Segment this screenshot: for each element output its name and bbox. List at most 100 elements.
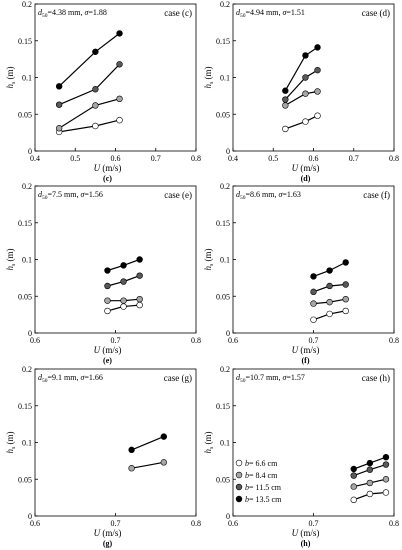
panel-annotation: d50=8.6 mm, σ=1.63 xyxy=(236,190,301,201)
data-point xyxy=(314,44,321,51)
data-point xyxy=(104,282,111,290)
series-line xyxy=(58,63,120,106)
data-point xyxy=(350,483,357,490)
y-tick-label: 0.05 xyxy=(18,110,32,119)
data-point xyxy=(128,465,135,472)
data-point xyxy=(310,273,317,280)
panel-caption: (e) xyxy=(103,356,112,365)
chart-panel-c: 0.4 0.5 0.6 0.7 0.8 0 0.05 0.1 0.15 0.2 U (m/s) hs … xyxy=(5,0,201,183)
y-axis-label: hs (m) xyxy=(5,431,17,453)
data-point xyxy=(342,307,349,315)
data-point xyxy=(302,90,309,97)
x-tick-label: 0.5 xyxy=(268,154,278,163)
data-point xyxy=(382,489,390,496)
data-point xyxy=(310,300,317,307)
case-label: case (f) xyxy=(363,190,390,200)
data-point xyxy=(366,459,374,467)
panel-caption: (d) xyxy=(301,174,311,183)
data-point xyxy=(350,472,357,479)
data-point xyxy=(116,116,123,124)
x-tick-label: 0.7 xyxy=(309,519,319,528)
data-point xyxy=(310,288,317,296)
data-point xyxy=(55,101,63,108)
x-tick-label: 0.6 xyxy=(30,336,40,345)
x-tick-label: 0.7 xyxy=(111,336,121,345)
x-tick-label: 0.6 xyxy=(228,336,238,345)
data-point xyxy=(366,490,374,498)
data-point xyxy=(342,281,349,288)
data-point xyxy=(120,278,127,285)
legend-marker xyxy=(235,459,243,467)
data-point xyxy=(128,446,135,454)
data-point xyxy=(120,303,127,310)
x-tick-label: 0.5 xyxy=(70,154,80,163)
data-point xyxy=(382,454,390,461)
panel-caption: (f) xyxy=(302,356,310,365)
data-point xyxy=(366,479,374,487)
data-point xyxy=(136,301,143,309)
x-tick-label: 0.7 xyxy=(111,519,121,528)
data-point xyxy=(314,66,321,74)
panel-caption: (c) xyxy=(103,174,112,183)
data-point xyxy=(342,295,349,303)
data-point xyxy=(92,122,99,130)
y-tick-label: 0.15 xyxy=(216,402,230,411)
x-tick-label: 0.8 xyxy=(389,519,399,528)
x-tick-label: 0.6 xyxy=(111,154,121,163)
panel-caption: (h) xyxy=(301,539,311,548)
x-axis-label: U (m/s) xyxy=(292,528,320,538)
case-label: case (h) xyxy=(362,373,390,383)
y-tick-label: 0.2 xyxy=(22,365,32,374)
data-point xyxy=(282,102,289,109)
y-tick-label: 0.2 xyxy=(220,365,230,374)
x-tick-label: 0.6 xyxy=(30,519,40,528)
data-point xyxy=(302,118,309,125)
data-point xyxy=(120,297,127,304)
data-point xyxy=(350,465,357,473)
data-point xyxy=(136,256,143,263)
panel-annotation: d50=10.7 mm, σ=1.57 xyxy=(236,373,305,384)
panel-annotation: d50=4.94 mm, σ=1.51 xyxy=(236,8,305,19)
series-line xyxy=(284,69,318,100)
y-tick-label: 0.15 xyxy=(18,219,32,228)
y-tick-label: 0.15 xyxy=(216,219,230,228)
x-tick-label: 0.7 xyxy=(151,154,161,163)
case-label: case (d) xyxy=(362,8,390,18)
legend-label: b= 11.5 cm xyxy=(245,483,282,492)
x-axis-label: U (m/s) xyxy=(94,345,122,355)
data-point xyxy=(302,74,309,81)
x-tick-label: 0.8 xyxy=(389,336,399,345)
case-label: case (c) xyxy=(164,8,192,18)
data-point xyxy=(55,83,63,90)
data-point xyxy=(326,282,333,290)
y-axis-label: hs (m) xyxy=(5,248,17,270)
series-line xyxy=(284,46,318,91)
panel-annotation: d50=9.1 mm, σ=1.66 xyxy=(38,373,103,384)
y-tick-label: 0.05 xyxy=(216,110,230,119)
y-tick-label: 0.05 xyxy=(216,292,230,301)
legend-marker xyxy=(235,495,243,503)
data-point xyxy=(282,87,289,94)
data-point xyxy=(116,61,123,68)
series-line xyxy=(58,32,120,87)
x-tick-label: 0.8 xyxy=(191,154,201,163)
data-point xyxy=(314,88,321,95)
data-point xyxy=(92,102,99,109)
data-point xyxy=(310,316,317,323)
x-tick-label: 0.6 xyxy=(228,519,238,528)
data-point xyxy=(120,262,127,269)
series-line xyxy=(285,115,318,130)
y-tick-label: 0.15 xyxy=(18,37,32,46)
data-point xyxy=(160,459,168,466)
x-axis-label: U (m/s) xyxy=(292,345,320,355)
data-point xyxy=(116,95,123,103)
data-point xyxy=(104,267,111,274)
chart-panel-f: 0.6 0.7 0.8 0 0.05 0.1 0.15 0.2 U (m/s) hs (m) (f)… xyxy=(203,182,399,365)
data-point xyxy=(282,96,289,103)
data-point xyxy=(136,295,143,303)
y-tick-label: 0.1 xyxy=(22,74,32,83)
y-tick-label: 0.1 xyxy=(220,256,230,265)
data-point xyxy=(160,433,168,440)
y-tick-label: 0.2 xyxy=(22,0,32,9)
data-point xyxy=(302,52,309,59)
